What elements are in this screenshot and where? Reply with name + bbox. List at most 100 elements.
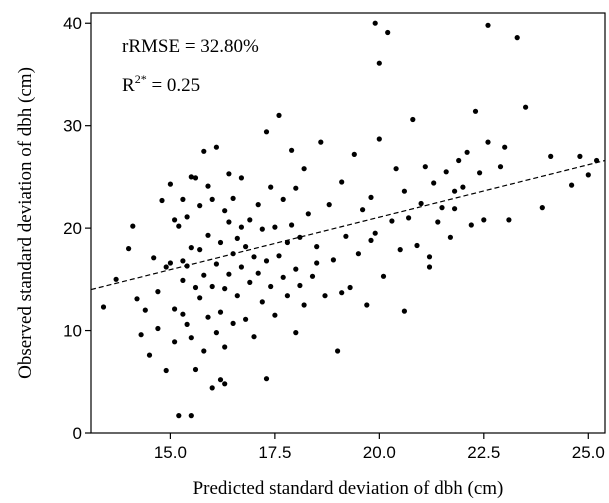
scatter-point [172, 306, 178, 312]
scatter-point [268, 283, 274, 290]
scatter-point [263, 258, 270, 264]
scatter-point [355, 251, 361, 257]
scatter-point [201, 348, 207, 354]
scatter-point [192, 175, 199, 181]
scatter-point [263, 376, 270, 382]
scatter-point [163, 264, 169, 270]
scatter-point [280, 274, 286, 280]
scatter-point [422, 164, 428, 170]
scatter-point [263, 129, 270, 135]
scatter-points [100, 20, 600, 419]
scatter-point [372, 230, 378, 236]
x-tick-label: 25.0 [572, 443, 605, 462]
scatter-point [468, 222, 474, 228]
scatter-point [238, 175, 244, 181]
scatter-point [406, 215, 412, 221]
scatter-point [577, 153, 583, 159]
scatter-point [247, 217, 253, 223]
scatter-point [172, 217, 178, 223]
scatter-point [585, 172, 591, 178]
scatter-point [251, 254, 257, 260]
scatter-point [452, 206, 458, 212]
scatter-point [155, 325, 161, 332]
scatter-point [226, 271, 232, 277]
y-tick-label: 30 [63, 117, 82, 136]
scatter-point [100, 304, 107, 310]
scatter-point [376, 136, 382, 142]
y-axis-ticks: 0 10 20 30 40 [63, 14, 91, 443]
scatter-point [172, 339, 178, 345]
scatter-point [506, 217, 512, 223]
scatter-point [217, 239, 224, 246]
scatter-point [314, 260, 320, 266]
scatter-point [380, 273, 387, 279]
scatter-point [197, 247, 203, 253]
scatter-point [309, 273, 316, 279]
scatter-point [146, 352, 153, 358]
scatter-point [452, 188, 458, 194]
scatter-point [255, 202, 261, 208]
x-tick-label: 20.0 [363, 443, 396, 462]
scatter-point [180, 196, 186, 202]
scatter-point [284, 293, 290, 299]
scatter-point [180, 311, 186, 317]
scatter-point [247, 279, 253, 285]
scatter-point [481, 217, 487, 223]
scatter-point [301, 302, 307, 308]
scatter-point [276, 112, 282, 118]
scatter-point [339, 179, 345, 185]
scatter-point [539, 205, 545, 211]
scatter-point [401, 308, 407, 314]
scatter-point [217, 377, 224, 383]
scatter-point [155, 289, 161, 295]
scatter-point [197, 295, 203, 301]
scatter-point [209, 196, 215, 202]
scatter-point [213, 330, 219, 336]
scatter-point [418, 200, 424, 207]
scatter-point [243, 316, 249, 322]
y-tick-label: 10 [63, 322, 82, 341]
scatter-point [485, 139, 491, 145]
scatter-point [251, 334, 257, 340]
scatter-point [314, 244, 320, 250]
scatter-point [426, 254, 433, 260]
scatter-point [205, 314, 211, 320]
scatter-point [293, 266, 299, 272]
scatter-point [326, 202, 332, 208]
scatter-point [435, 219, 441, 225]
scatter-point [234, 293, 240, 299]
scatter-point [297, 282, 303, 289]
scatter-point [217, 309, 224, 315]
scatter-point [343, 233, 349, 239]
scatter-point [289, 147, 295, 153]
scatter-point [134, 296, 140, 302]
plot-frame [90, 12, 606, 434]
scatter-point [238, 264, 244, 270]
scatter-point [414, 242, 420, 249]
scatter-point [167, 260, 173, 266]
y-tick-label: 20 [63, 219, 82, 238]
scatter-point [293, 185, 299, 191]
scatter-point [180, 277, 186, 283]
scatter-point [151, 255, 157, 261]
scatter-point [226, 219, 232, 225]
scatter-point [364, 302, 370, 308]
scatter-point [184, 321, 190, 327]
scatter-point [368, 237, 374, 243]
scatter-point [213, 261, 219, 267]
x-axis-label: Predicted standard deviation of dbh (cm) [193, 478, 504, 499]
rrmse-annotation: rRMSE = 32.80% [122, 36, 259, 57]
scatter-point [410, 116, 416, 123]
scatter-point [222, 208, 228, 214]
scatter-point [268, 184, 274, 190]
scatter-point [126, 246, 132, 252]
y-tick-label: 40 [63, 14, 82, 33]
scatter-point [497, 164, 504, 170]
scatter-point [222, 286, 228, 292]
scatter-point [514, 35, 520, 41]
y-tick-label: 0 [73, 424, 82, 443]
scatter-point [230, 195, 236, 201]
scatter-point [176, 223, 182, 229]
scatter-point [222, 381, 228, 387]
scatter-point [259, 299, 265, 305]
